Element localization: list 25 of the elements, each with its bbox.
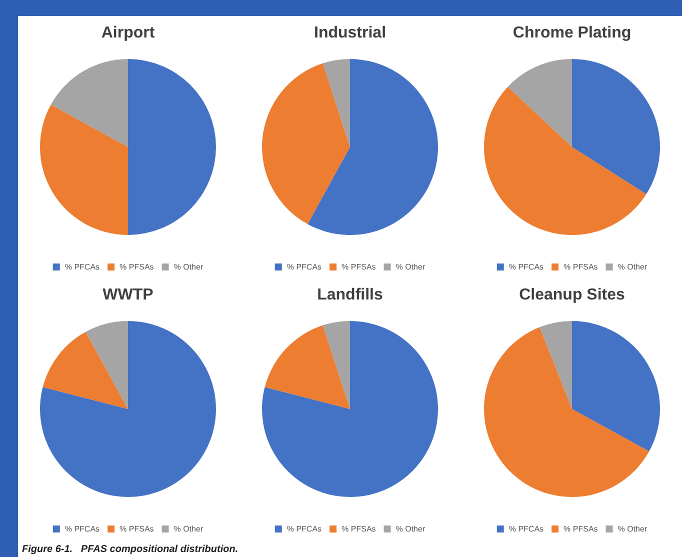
- legend-label: % PFCAs: [64, 262, 100, 272]
- chart-title: WWTP: [102, 286, 154, 304]
- chart-title: Cleanup Sites: [519, 286, 625, 304]
- legend-label: % PFSAs: [120, 262, 154, 272]
- chart-title: Landfills: [317, 286, 383, 304]
- legend-label: % Other: [618, 262, 648, 272]
- caption: Figure 6-1. PFAS compositional distribution.: [22, 544, 238, 555]
- legend-label: % Other: [618, 524, 648, 534]
- legend-label: % PFSAs: [564, 524, 598, 534]
- legend-label: % PFSAs: [342, 524, 376, 534]
- legend-label: % Other: [174, 262, 204, 272]
- legend-label: % PFSAs: [342, 262, 376, 272]
- legend-label: % Other: [396, 524, 426, 534]
- legend-label: % Other: [174, 524, 204, 534]
- chart-title: Chrome Plating: [512, 24, 632, 42]
- legend-label: % PFCAs: [508, 262, 544, 272]
- legend-label: % Other: [396, 262, 426, 272]
- legend-label: % PFCAs: [286, 524, 322, 534]
- legend-label: % PFCAs: [508, 524, 544, 534]
- legend-label: % PFSAs: [120, 524, 154, 534]
- legend-label: % PFSAs: [564, 262, 598, 272]
- chart-title: Industrial: [314, 24, 386, 42]
- chart-title: Airport: [101, 24, 156, 42]
- legend-label: % PFCAs: [64, 524, 100, 534]
- legend-label: % PFCAs: [286, 262, 322, 272]
